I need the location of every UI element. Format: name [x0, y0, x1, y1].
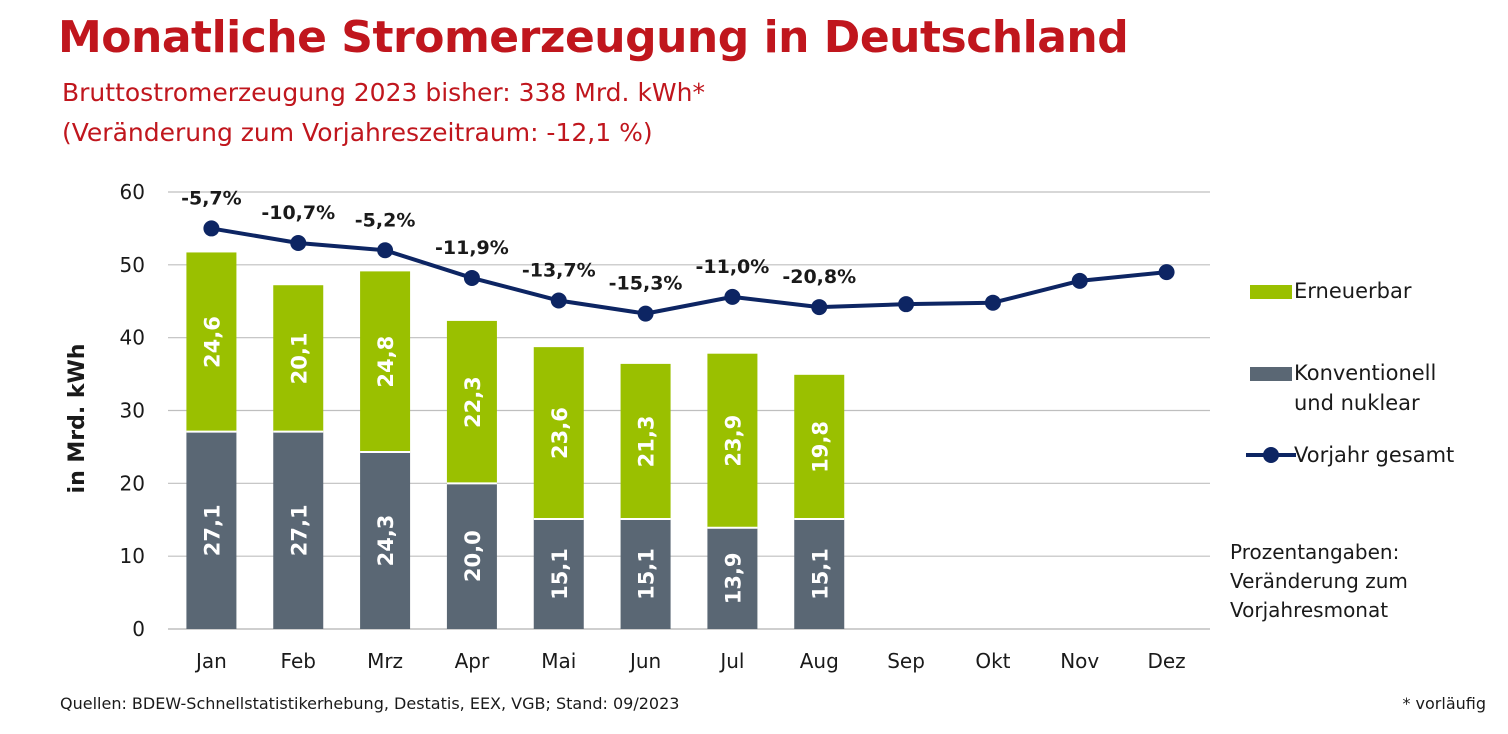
bar-conventional — [273, 431, 324, 629]
legend-label-renewable: Erneuerbar — [1294, 279, 1412, 303]
y-tick-label: 30 — [120, 399, 145, 423]
data-label-renewable: 21,3 — [635, 416, 659, 468]
chart-title: Monatliche Stromerzeugung in Deutschland — [58, 12, 1129, 63]
prior-year-point — [898, 296, 915, 313]
data-label-conventional: 15,1 — [808, 548, 832, 600]
prior-year-point — [203, 220, 220, 237]
prior-year-point — [1071, 272, 1088, 289]
x-tick-label: Jul — [718, 649, 744, 673]
y-axis-title: in Mrd. kWh — [65, 344, 90, 494]
bar-conventional — [620, 519, 671, 629]
legend-swatch-renewable — [1250, 285, 1292, 299]
bar-renewable — [794, 374, 845, 520]
x-tick-label: Mai — [541, 649, 576, 673]
data-label-conventional: 15,1 — [548, 548, 572, 600]
legend-label-prior-year: Vorjahr gesamt — [1294, 443, 1455, 467]
x-tick-label: Apr — [455, 649, 490, 673]
labels: Jan Feb Mrz Apr Mai Jun Jul Aug Sep Okt Nov Dez 27,1… — [181, 187, 1186, 673]
y-tick-label: 10 — [120, 544, 145, 568]
data-label-renewable: 19,8 — [808, 421, 832, 473]
data-label-conventional: 27,1 — [200, 504, 224, 556]
x-tick-label: Sep — [887, 649, 925, 673]
bar-conventional — [533, 519, 584, 629]
percentage-note: Prozentangaben: Veränderung zum Vorjahre… — [1230, 538, 1408, 625]
data-label-renewable: 20,1 — [287, 333, 311, 385]
data-label-renewable: 22,3 — [461, 376, 485, 428]
x-tick-label: Nov — [1060, 649, 1099, 673]
prior-year-point — [724, 288, 741, 305]
source-note: Quellen: BDEW-Schnellstatistikerhebung, … — [60, 694, 680, 713]
data-label-conventional: 13,9 — [721, 552, 745, 604]
bar-renewable — [707, 353, 758, 528]
x-tick-label: Aug — [800, 649, 839, 673]
bar-conventional — [186, 431, 237, 629]
x-tick-label: Dez — [1147, 649, 1185, 673]
prior-year-line — [203, 220, 1175, 322]
percent-change-label: -20,8% — [782, 266, 856, 288]
legend-swatch-conventional — [1250, 367, 1292, 381]
bar-renewable — [360, 271, 411, 453]
note-line-3: Vorjahresmonat — [1230, 598, 1389, 622]
data-label-renewable: 23,6 — [548, 407, 572, 459]
x-tick-label: Okt — [975, 649, 1010, 673]
percent-change-label: -15,3% — [609, 273, 683, 295]
prior-year-point — [984, 294, 1001, 311]
legend-swatch-prior-year — [1246, 447, 1296, 463]
data-label-renewable: 24,6 — [200, 316, 224, 368]
y-tick-label: 40 — [120, 326, 145, 350]
bar-renewable — [533, 347, 584, 520]
bars — [186, 252, 845, 629]
percent-change-label: -5,2% — [355, 209, 416, 231]
legend-label-conventional-line1: Konventionell — [1294, 361, 1437, 385]
y-tick-label: 50 — [120, 253, 145, 277]
footnote: * vorläufig — [1402, 694, 1486, 713]
y-tick-label: 0 — [132, 617, 145, 641]
x-tick-label: Jan — [194, 649, 227, 673]
data-label-renewable: 24,8 — [374, 336, 398, 388]
percent-change-label: -10,7% — [261, 202, 335, 224]
prior-year-point — [1158, 264, 1175, 281]
bar-conventional — [446, 483, 497, 629]
prior-year-point — [377, 242, 394, 259]
prior-year-polyline — [211, 226, 1167, 316]
percent-change-label: -13,7% — [522, 260, 596, 282]
note-line-2: Veränderung zum — [1230, 569, 1408, 593]
x-tick-label: Jun — [628, 649, 661, 673]
prior-year-point — [290, 234, 307, 251]
bar-conventional — [707, 527, 758, 629]
data-label-conventional: 24,3 — [374, 515, 398, 567]
note-line-1: Prozentangaben: — [1230, 540, 1400, 564]
y-tick-label: 20 — [120, 471, 145, 495]
prior-year-point — [550, 292, 567, 309]
gridlines: 0 10 20 30 40 50 60 in Mrd. kWh — [65, 180, 1210, 641]
data-label-renewable: 23,9 — [721, 415, 745, 467]
legend-label-conventional-line2: und nuklear — [1294, 391, 1420, 415]
bar-renewable — [620, 363, 671, 520]
bar-conventional — [360, 452, 411, 629]
percent-change-label: -11,9% — [435, 237, 509, 259]
x-tick-label: Mrz — [367, 649, 403, 673]
bar-renewable — [446, 320, 497, 484]
prior-year-point — [463, 269, 480, 286]
data-label-conventional: 20,0 — [461, 530, 485, 582]
data-label-conventional: 27,1 — [287, 504, 311, 556]
bar-conventional — [794, 519, 845, 629]
bar-renewable — [273, 285, 324, 432]
x-tick-label: Feb — [281, 649, 316, 673]
chart-subtitle-total: Bruttostromerzeugung 2023 bisher: 338 Mr… — [62, 78, 705, 107]
y-tick-label: 60 — [120, 180, 145, 204]
data-label-conventional: 15,1 — [635, 548, 659, 600]
percent-change-label: -5,7% — [181, 187, 242, 209]
bar-renewable — [186, 252, 237, 432]
chart-subtitle-change: (Veränderung zum Vorjahreszeitraum: -12,… — [62, 118, 653, 147]
percent-change-label: -11,0% — [696, 256, 770, 278]
prior-year-point — [811, 299, 828, 316]
prior-year-point — [637, 305, 654, 322]
